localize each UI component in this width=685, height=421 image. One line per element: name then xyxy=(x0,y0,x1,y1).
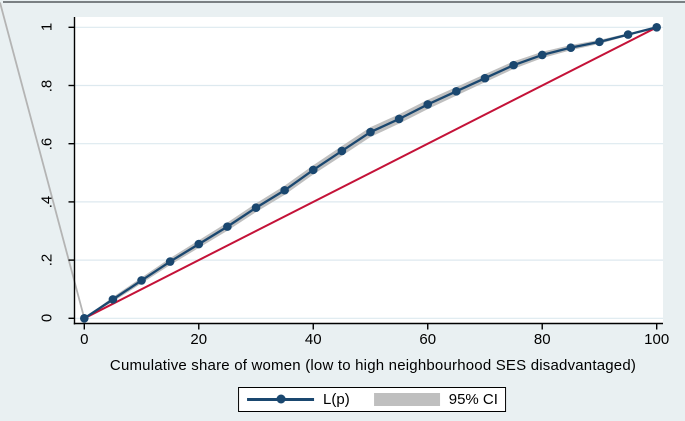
legend-label-lp: L(p) xyxy=(323,391,350,408)
lp-marker-95 xyxy=(623,30,633,39)
lp-marker-55 xyxy=(394,114,404,124)
lp-marker-5 xyxy=(108,295,118,304)
artifact-diagonal-line xyxy=(0,2,86,319)
y-tick-label-1: 1 xyxy=(38,23,56,32)
legend-label-ci: 95% CI xyxy=(448,391,498,408)
legend-ci-swatch xyxy=(373,393,440,406)
y-tick-label-.4: .4 xyxy=(38,195,56,209)
lp-marker-30 xyxy=(251,203,261,213)
x-tick-label-80: 80 xyxy=(533,330,551,348)
x-tick-label-60: 60 xyxy=(419,330,437,348)
x-tick-label-100: 100 xyxy=(644,330,670,348)
y-tick-label-.6: .6 xyxy=(38,137,56,150)
lp-marker-100 xyxy=(652,23,661,32)
lp-marker-85 xyxy=(566,43,576,52)
x-tick-label-20: 20 xyxy=(190,330,208,348)
x-tick-label-0: 0 xyxy=(80,330,89,348)
lp-marker-10 xyxy=(137,276,146,285)
lp-marker-35 xyxy=(280,185,289,195)
lp-marker-45 xyxy=(337,146,347,156)
y-tick-label-0: 0 xyxy=(38,314,56,323)
y-tick-label-.2: .2 xyxy=(38,253,56,267)
lp-marker-90 xyxy=(595,37,604,47)
x-tick-label-40: 40 xyxy=(304,330,322,348)
lp-marker-70 xyxy=(480,73,490,83)
legend: L(p) 95% CI xyxy=(238,387,506,412)
legend-marker-dot-icon xyxy=(276,394,286,404)
lp-marker-50 xyxy=(366,127,375,137)
lp-marker-40 xyxy=(308,165,318,175)
lp-marker-20 xyxy=(194,239,204,249)
lp-marker-25 xyxy=(223,222,232,231)
lp-marker-15 xyxy=(165,257,175,266)
lp-marker-65 xyxy=(452,87,461,96)
legend-line-sample xyxy=(247,394,315,404)
lp-marker-60 xyxy=(423,100,433,109)
equality-line xyxy=(83,26,658,320)
y-tick-label-.8: .8 xyxy=(38,79,56,92)
lp-marker-0 xyxy=(80,314,89,323)
lp-marker-75 xyxy=(509,60,518,70)
x-axis-title: Cumulative share of women (low to high n… xyxy=(109,357,637,374)
lp-marker-80 xyxy=(537,50,547,60)
